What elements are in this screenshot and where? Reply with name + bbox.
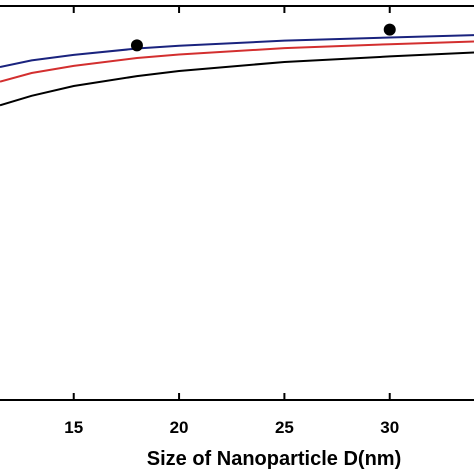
series-line-1 bbox=[0, 40, 474, 83]
x-tick-label: 30 bbox=[380, 418, 399, 437]
data-point bbox=[130, 39, 143, 52]
series-line-0 bbox=[0, 34, 474, 69]
x-axis-title: Size of Nanoparticle D(nm) bbox=[147, 448, 401, 470]
x-tick-label: 25 bbox=[275, 418, 294, 437]
x-tick-label: 20 bbox=[170, 418, 189, 437]
series-line-2 bbox=[0, 51, 474, 107]
x-tick-label: 15 bbox=[64, 418, 83, 437]
axes: 15 20 25 30 bbox=[0, 5, 474, 437]
data-point bbox=[383, 23, 396, 36]
plot-area bbox=[0, 23, 474, 107]
